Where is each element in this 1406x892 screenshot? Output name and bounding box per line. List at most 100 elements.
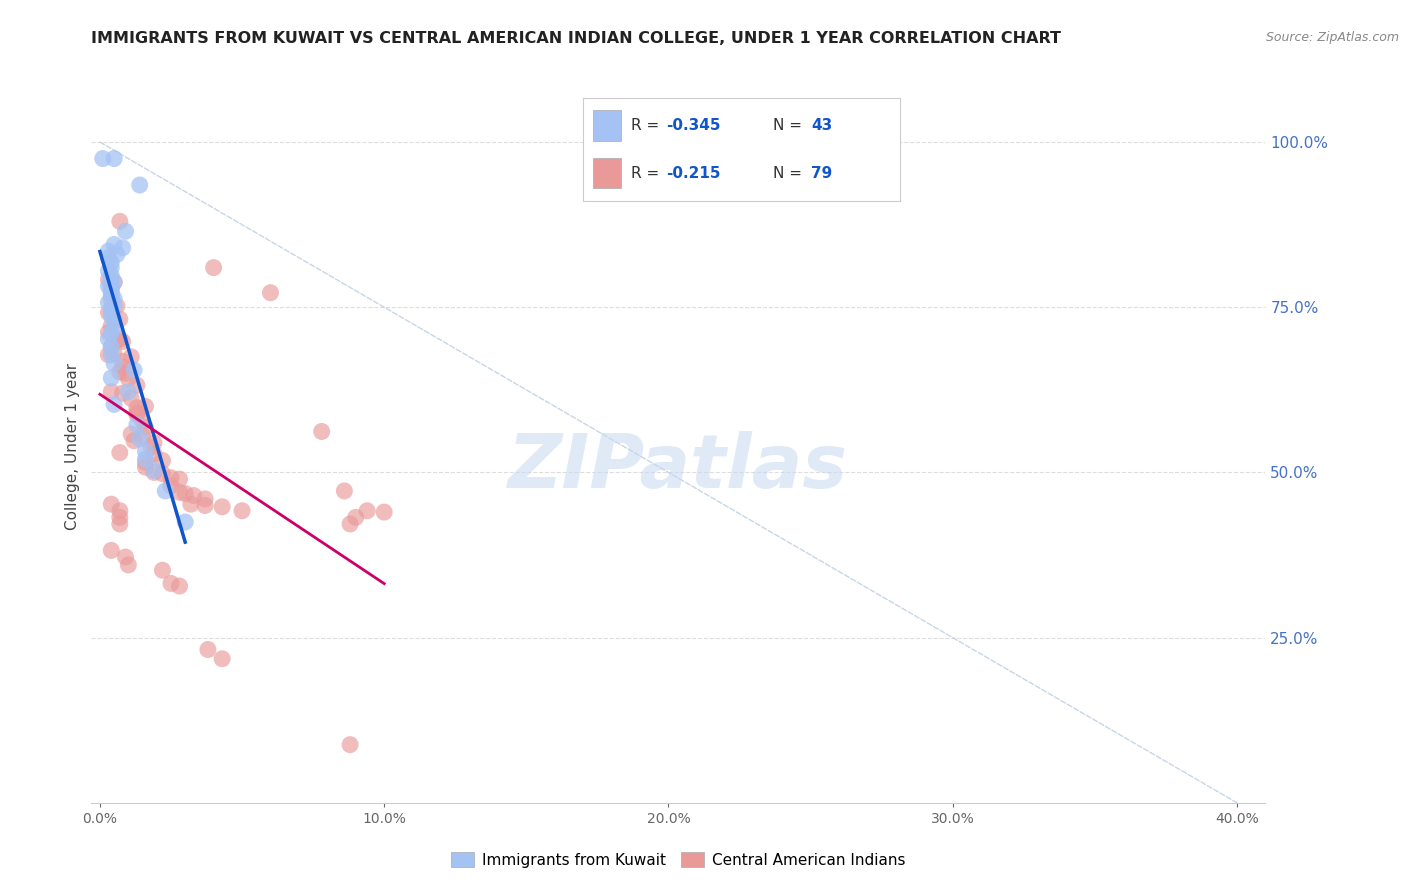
Point — [100, 326, 122, 340]
Point — [134, 444, 156, 458]
Text: N =: N = — [773, 119, 807, 133]
Text: Source: ZipAtlas.com: Source: ZipAtlas.com — [1265, 31, 1399, 45]
Point — [100, 302, 122, 317]
Point — [100, 384, 122, 399]
Bar — [593, 158, 621, 188]
Point — [134, 452, 156, 467]
Point — [259, 285, 281, 300]
Point — [194, 499, 217, 513]
Point — [100, 288, 122, 302]
Point — [125, 401, 148, 415]
Point — [160, 576, 183, 591]
Point — [100, 340, 122, 354]
Text: 43: 43 — [811, 119, 832, 133]
Point — [103, 356, 125, 370]
Point — [125, 378, 148, 392]
Point — [142, 435, 165, 450]
Point — [134, 456, 156, 470]
Point — [108, 445, 131, 459]
Point — [125, 406, 148, 420]
Point — [142, 466, 165, 480]
Point — [100, 282, 122, 296]
Point — [169, 472, 191, 486]
Point — [103, 292, 125, 306]
Point — [100, 371, 122, 385]
Point — [105, 333, 128, 347]
Point — [108, 312, 131, 326]
Point — [100, 543, 122, 558]
Point — [111, 386, 134, 401]
Point — [100, 293, 122, 307]
Point — [97, 332, 120, 346]
Point — [155, 483, 177, 498]
Point — [97, 264, 120, 278]
Point — [134, 420, 156, 434]
Point — [111, 354, 134, 368]
Text: IMMIGRANTS FROM KUWAIT VS CENTRAL AMERICAN INDIAN COLLEGE, UNDER 1 YEAR CORRELAT: IMMIGRANTS FROM KUWAIT VS CENTRAL AMERIC… — [91, 31, 1062, 46]
Point — [339, 738, 361, 752]
Point — [211, 500, 233, 514]
Point — [103, 312, 125, 326]
Point — [103, 152, 125, 166]
Text: 79: 79 — [811, 166, 832, 180]
Point — [111, 359, 134, 374]
Point — [103, 275, 125, 289]
Point — [339, 516, 361, 531]
Point — [134, 460, 156, 475]
Point — [180, 497, 202, 511]
Point — [111, 241, 134, 255]
Point — [108, 214, 131, 228]
Point — [91, 152, 114, 166]
Point — [160, 471, 183, 485]
Point — [117, 371, 139, 385]
Bar — [593, 111, 621, 141]
Point — [183, 489, 205, 503]
Point — [142, 447, 165, 461]
Point — [122, 434, 145, 448]
Point — [128, 178, 150, 192]
Point — [97, 244, 120, 258]
Point — [174, 486, 197, 500]
Point — [356, 504, 378, 518]
Point — [100, 285, 122, 300]
Point — [344, 510, 367, 524]
Point — [103, 275, 125, 289]
Point — [128, 432, 150, 446]
Point — [100, 268, 122, 283]
Point — [114, 549, 136, 564]
Point — [108, 332, 131, 346]
Text: R =: R = — [631, 166, 664, 180]
Point — [97, 326, 120, 340]
Point — [120, 350, 142, 364]
Point — [160, 478, 183, 492]
Point — [117, 384, 139, 399]
Point — [103, 320, 125, 334]
Point — [100, 340, 122, 354]
Point — [231, 504, 253, 518]
Point — [97, 305, 120, 319]
Point — [103, 299, 125, 313]
Point — [105, 299, 128, 313]
Point — [152, 467, 174, 481]
Point — [202, 260, 225, 275]
Point — [134, 400, 156, 414]
Point — [100, 280, 122, 294]
Text: N =: N = — [773, 166, 807, 180]
Point — [108, 504, 131, 518]
Point — [97, 279, 120, 293]
Point — [169, 579, 191, 593]
Point — [152, 453, 174, 467]
Point — [125, 417, 148, 432]
Point — [97, 272, 120, 286]
Point — [111, 334, 134, 349]
Point — [100, 255, 122, 269]
Point — [152, 563, 174, 577]
Point — [100, 497, 122, 511]
Point — [108, 516, 131, 531]
Point — [174, 515, 197, 529]
Point — [120, 427, 142, 442]
Point — [103, 237, 125, 252]
Text: R =: R = — [631, 119, 664, 133]
Point — [373, 505, 395, 519]
Point — [108, 365, 131, 379]
